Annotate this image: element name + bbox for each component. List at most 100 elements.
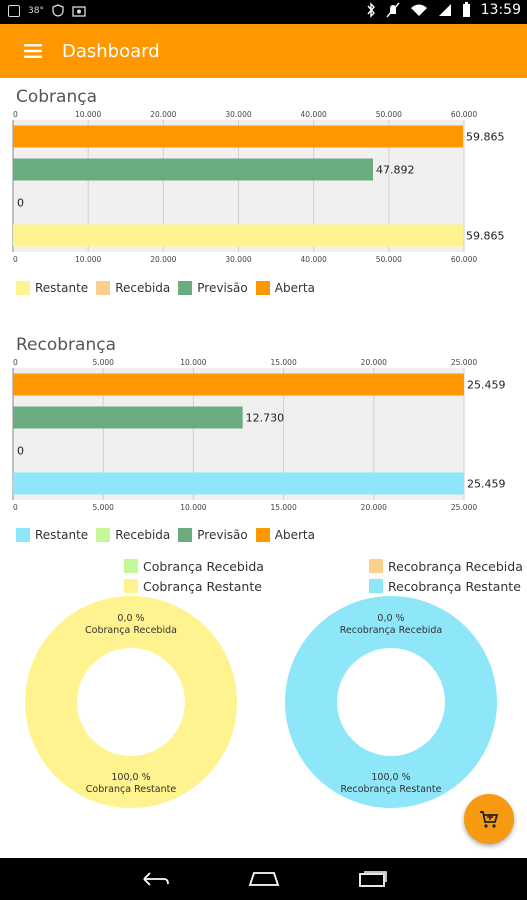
recents-icon[interactable] bbox=[358, 870, 388, 888]
photo-icon bbox=[72, 5, 86, 17]
tick-label-top: 30.000 bbox=[225, 110, 251, 119]
tick-label-top: 0 bbox=[13, 110, 18, 119]
legend-label: Aberta bbox=[274, 281, 315, 295]
status-right: 13:59 bbox=[366, 2, 521, 18]
cobranca-title: Cobrança bbox=[16, 87, 98, 107]
donut-cobranca-hole bbox=[77, 648, 185, 756]
legend-swatch bbox=[369, 579, 383, 593]
donut-cobranca-bottom-label: 100,0 % Cobrança Restante bbox=[31, 772, 231, 796]
legend-item-cobranca-recebida: Cobrança Recebida bbox=[124, 556, 264, 576]
recobranca-legend: Restante Recebida Previsão Aberta bbox=[16, 528, 317, 542]
bar-value-label: 25.459 bbox=[467, 478, 506, 491]
legend-label: Previsão bbox=[197, 281, 248, 295]
recobranca-bar-chart: 0 0 5.000 5.000 10.000 10.000 15.000 15.000 20.0… bbox=[12, 358, 506, 512]
percent-text: 100,0 % bbox=[111, 772, 151, 783]
legend-swatch bbox=[96, 528, 111, 542]
legend-swatch bbox=[16, 281, 30, 295]
slice-label: Cobrança Restante bbox=[85, 784, 177, 795]
legend-label: Recebida bbox=[115, 528, 171, 542]
percent-text: 0,0 % bbox=[117, 613, 145, 624]
legend-label: Recebida bbox=[115, 281, 171, 295]
tick-label-top: 20.000 bbox=[361, 358, 387, 367]
tick-label-bottom: 10.000 bbox=[75, 255, 101, 264]
menu-button[interactable] bbox=[10, 24, 56, 78]
legend-item-recebida: Recebida bbox=[96, 528, 170, 542]
bar-value-label: 0 bbox=[17, 445, 24, 458]
tick-label-bottom: 60.000 bbox=[451, 255, 477, 264]
tick-label-bottom: 50.000 bbox=[376, 255, 402, 264]
bar-value-label: 25.459 bbox=[467, 379, 506, 392]
legend-item-recobranca-restante: Recobrança Restante bbox=[369, 576, 523, 596]
system-nav-bar bbox=[0, 858, 527, 900]
legend-label: Restante bbox=[35, 281, 89, 295]
hamburger-menu-icon bbox=[24, 44, 42, 58]
legend-item-restante: Restante bbox=[16, 281, 88, 295]
bar-aberta bbox=[13, 125, 463, 148]
legend-item-aberta: Aberta bbox=[255, 528, 315, 542]
back-icon[interactable] bbox=[140, 870, 170, 888]
page-title: Dashboard bbox=[62, 40, 160, 62]
screenshot-icon bbox=[8, 4, 20, 17]
tick-label-bottom: 30.000 bbox=[225, 255, 251, 264]
cobranca-bar-chart: 0 0 10.000 10.000 20.000 20.000 30.000 30.000 40… bbox=[12, 110, 505, 264]
donut-cobranca-legend: Cobrança Recebida Cobrança Restante bbox=[124, 556, 264, 596]
slice-label: Recobrança Recebida bbox=[339, 625, 443, 636]
app-bar: Dashboard bbox=[0, 24, 527, 78]
wifi-icon bbox=[410, 4, 427, 16]
legend-item-previsao: Previsão bbox=[178, 281, 248, 295]
legend-item-previsao: Previsão bbox=[178, 528, 248, 542]
legend-item-recobranca-recebida: Recobrança Recebida bbox=[369, 556, 523, 576]
slice-label: Cobrança Recebida bbox=[85, 625, 177, 636]
legend-label: Aberta bbox=[274, 528, 315, 542]
donut-cobranca-top-label: 0,0 % Cobrança Recebida bbox=[31, 613, 231, 637]
clock-text: 13:59 bbox=[480, 2, 521, 18]
legend-swatch bbox=[178, 528, 193, 542]
legend-label: Previsão bbox=[197, 528, 248, 542]
legend-swatch bbox=[96, 281, 111, 295]
legend-swatch bbox=[255, 281, 270, 295]
battery-icon bbox=[462, 2, 470, 17]
tick-label-bottom: 5.000 bbox=[92, 503, 114, 512]
tick-label-top: 0 bbox=[13, 358, 18, 367]
tick-label-bottom: 25.000 bbox=[451, 503, 477, 512]
signal-icon bbox=[438, 4, 451, 16]
tick-label-bottom: 10.000 bbox=[180, 503, 206, 512]
tick-label-bottom: 40.000 bbox=[301, 255, 327, 264]
legend-label: Recobrança Restante bbox=[388, 578, 521, 594]
bar-previsão bbox=[13, 406, 243, 429]
temperature-text: 38° bbox=[28, 5, 44, 16]
legend-swatch bbox=[16, 528, 30, 542]
bar-restante bbox=[13, 472, 464, 495]
tick-label-top: 10.000 bbox=[75, 110, 101, 119]
cobranca-legend: Restante Recebida Previsão Aberta bbox=[16, 281, 317, 295]
tick-label-top: 25.000 bbox=[451, 358, 477, 367]
bluetooth-icon bbox=[367, 2, 375, 18]
donut-recobranca-hole bbox=[337, 648, 445, 756]
cart-fab-button[interactable] bbox=[464, 794, 514, 844]
home-icon[interactable] bbox=[248, 871, 280, 887]
legend-item-recebida: Recebida bbox=[96, 281, 170, 295]
bar-value-label: 47.892 bbox=[376, 164, 415, 177]
bar-aberta bbox=[13, 373, 464, 396]
legend-item-aberta: Aberta bbox=[255, 281, 315, 295]
donut-recobranca-legend: Recobrança Recebida Recobrança Restante bbox=[369, 556, 523, 596]
legend-label: Cobrança Recebida bbox=[143, 558, 264, 574]
percent-text: 0,0 % bbox=[377, 613, 405, 624]
legend-swatch bbox=[255, 528, 270, 542]
tick-label-top: 60.000 bbox=[451, 110, 477, 119]
no-notification-icon bbox=[386, 2, 400, 18]
cart-icon bbox=[480, 811, 499, 828]
bar-value-label: 0 bbox=[17, 197, 24, 210]
percent-text: 100,0 % bbox=[371, 772, 411, 783]
status-left: 38° bbox=[8, 4, 86, 17]
donut-recobranca-bottom-label: 100,0 % Recobrança Restante bbox=[291, 772, 491, 796]
tick-label-top: 20.000 bbox=[150, 110, 176, 119]
tick-label-bottom: 0 bbox=[13, 255, 18, 264]
bar-value-label: 12.730 bbox=[246, 412, 285, 425]
recobranca-title: Recobrança bbox=[16, 335, 116, 355]
legend-swatch bbox=[124, 579, 138, 593]
legend-label: Restante bbox=[35, 528, 89, 542]
tick-label-top: 10.000 bbox=[180, 358, 206, 367]
legend-label: Cobrança Restante bbox=[143, 578, 262, 594]
bar-value-label: 59.865 bbox=[466, 131, 505, 144]
